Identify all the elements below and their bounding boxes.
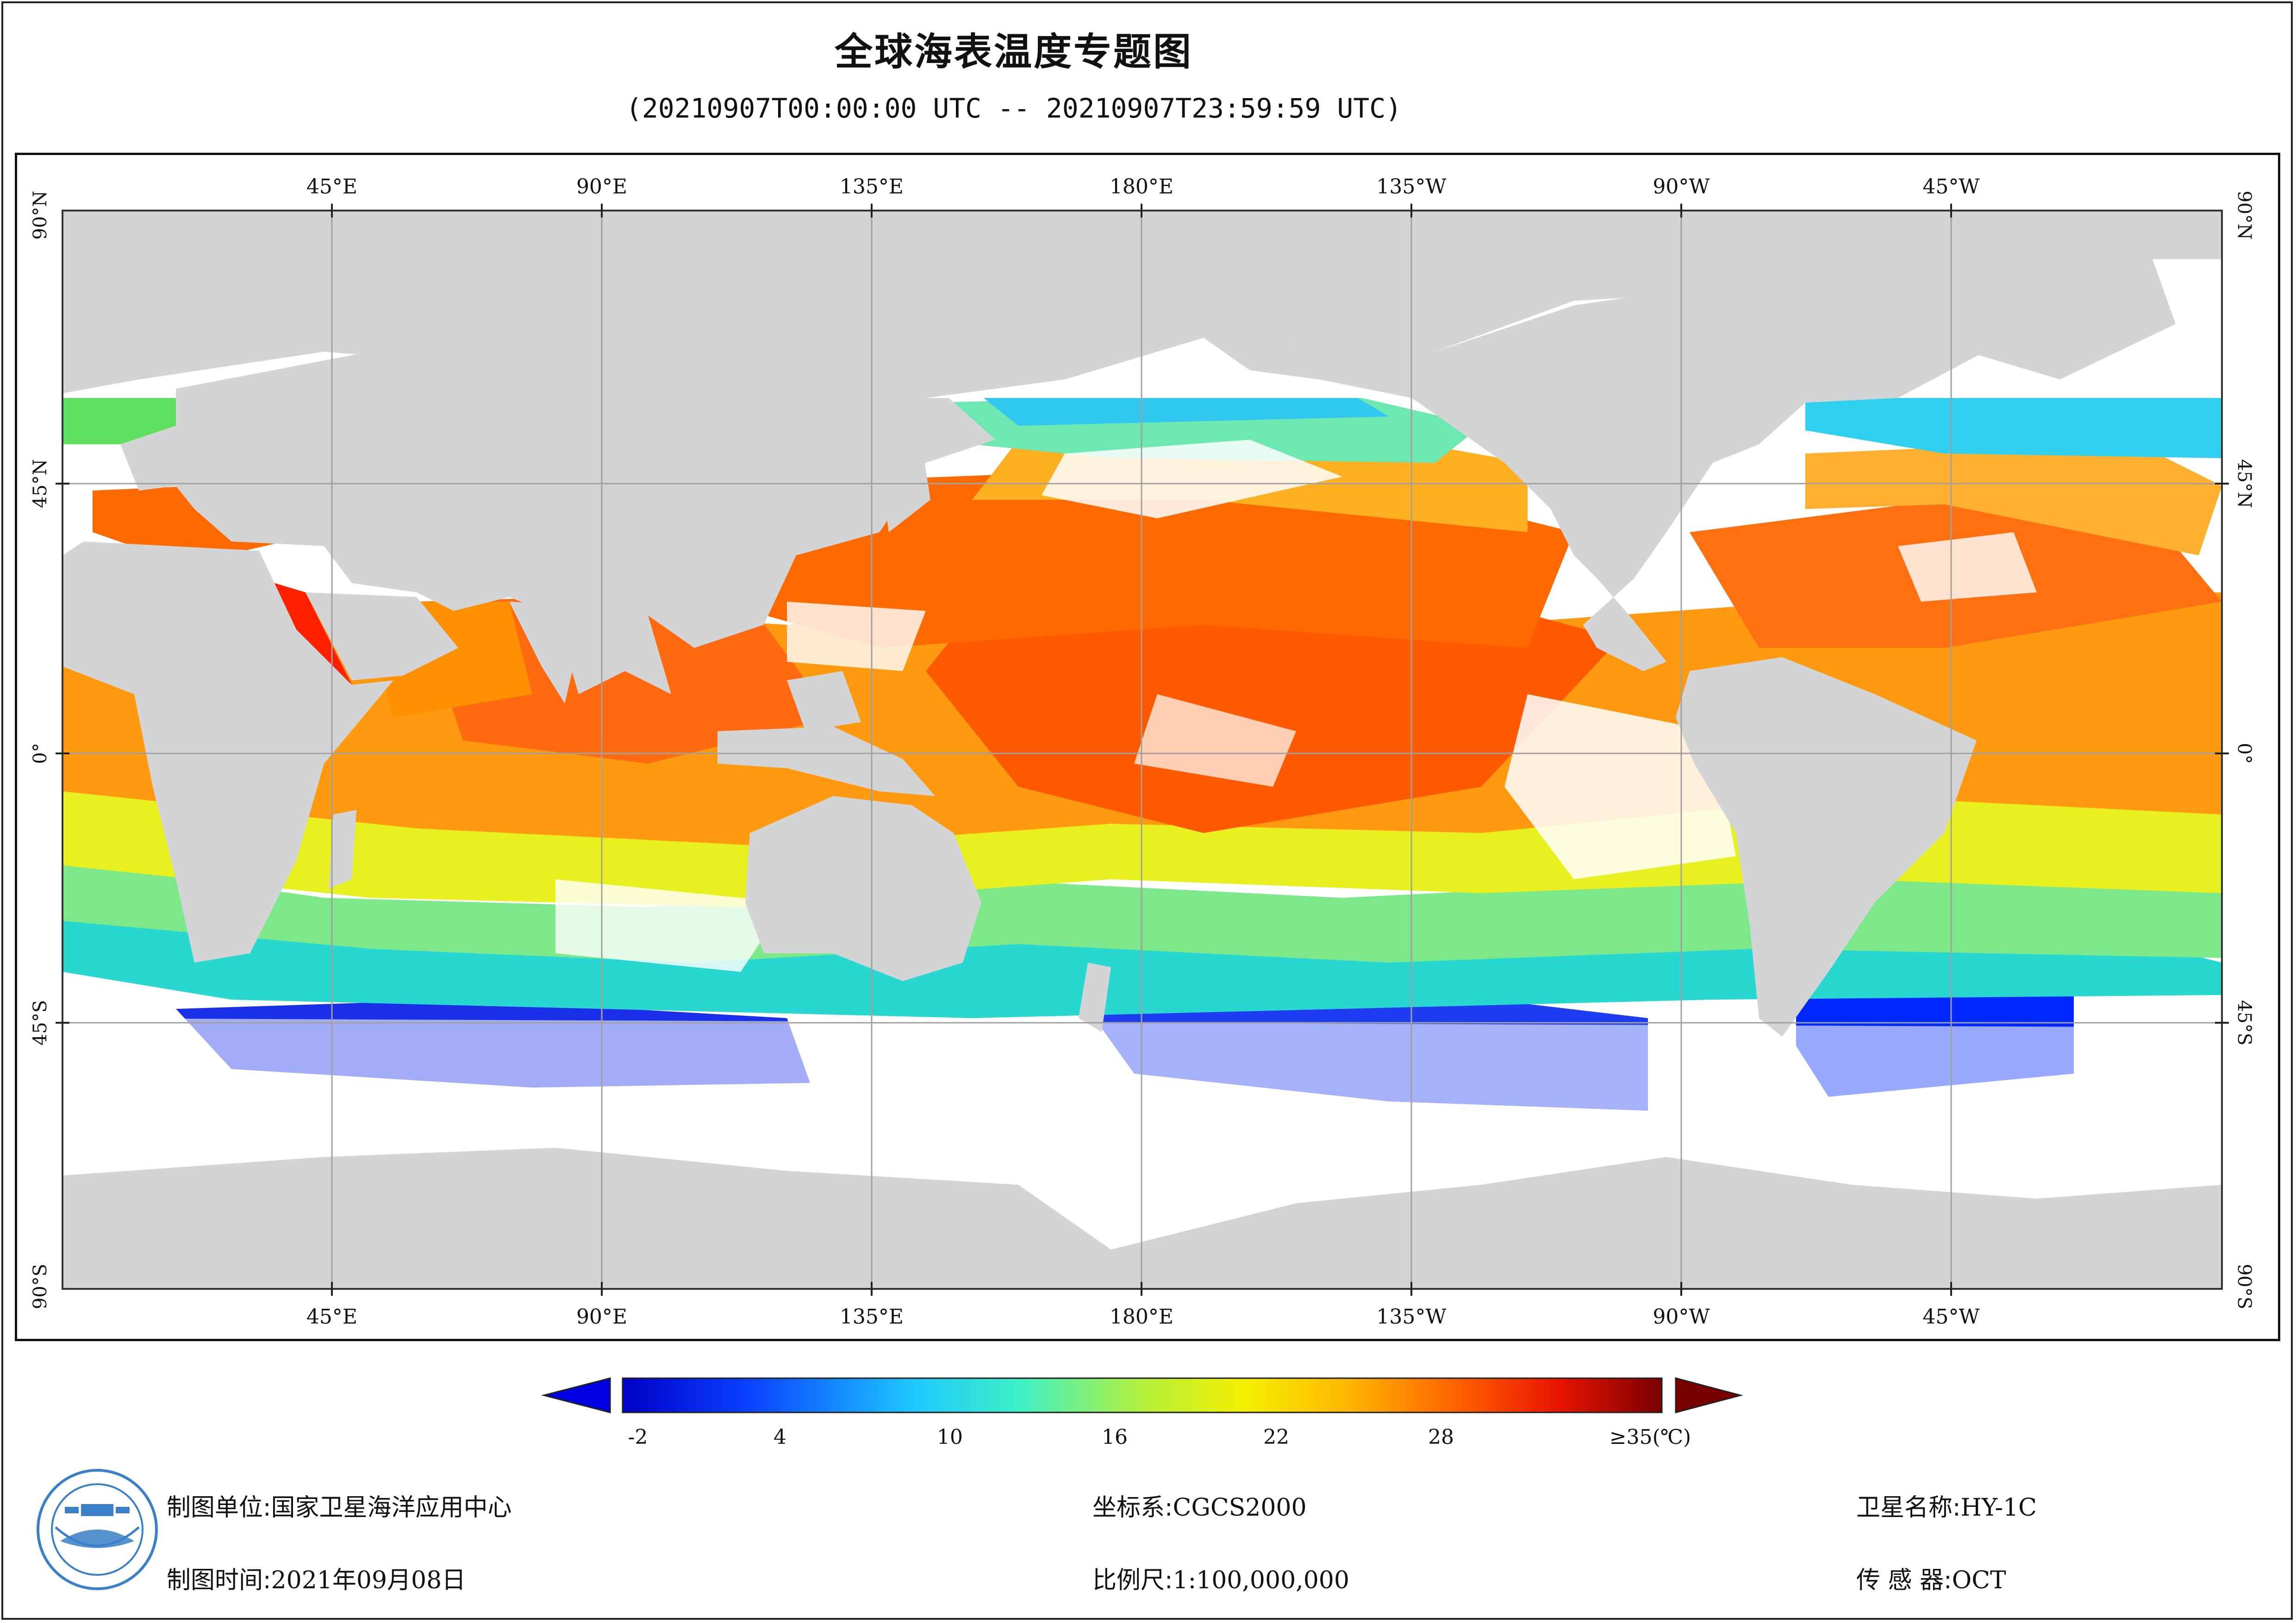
map-scale: 比例尺:1:100,000,000	[1092, 1561, 1349, 1595]
top-lon-label: 45°E	[306, 175, 357, 199]
mapping-unit-value: 国家卫星海洋应用中心	[271, 1494, 512, 1522]
colorbar-gradient	[622, 1377, 1663, 1413]
bottom-lon-label: 45°W	[1922, 1305, 1980, 1329]
top-lon-label: 90°W	[1653, 175, 1710, 199]
graticule	[62, 211, 2222, 1289]
colorbar	[541, 1377, 1743, 1413]
land-borneo	[787, 671, 861, 731]
top-lon-label: 45°W	[1922, 175, 1980, 199]
colorbar-tick-label: 16	[1102, 1425, 1128, 1449]
colorbar-tick-label: 22	[1263, 1425, 1289, 1449]
right-lat-label: 90°N	[2234, 191, 2255, 240]
left-lat-label: 45°N	[30, 459, 51, 508]
satellite-name-value: HY-1C	[1960, 1494, 2037, 1522]
right-lat-label: 0°	[2234, 743, 2255, 764]
coordinate-system-label: 坐标系:	[1092, 1494, 1173, 1522]
left-lat-label: 90°S	[30, 1264, 51, 1309]
sst-north-pacific-orange	[718, 472, 1574, 648]
coordinate-system-value: CGCS2000	[1173, 1494, 1307, 1522]
land-japan	[880, 440, 930, 532]
land-indonesia	[718, 727, 935, 796]
map-frame	[15, 153, 2280, 1341]
land-australia	[745, 796, 981, 981]
map-title: 全球海表温度专题图	[834, 30, 1193, 74]
bottom-lon-label: 90°W	[1653, 1305, 1710, 1329]
land-india	[509, 602, 588, 703]
satellite-name: 卫星名称:HY-1C	[1856, 1488, 2037, 1523]
land-arabia	[306, 592, 458, 680]
right-lat-label: 90°S	[2234, 1264, 2255, 1309]
sensor-name: 传 感 器:OCT	[1856, 1561, 2006, 1595]
map-subtitle: (20210907T00:00:00 UTC -- 20210907T23:59…	[625, 93, 1402, 124]
tick-marks	[56, 204, 2229, 1296]
land-new-zealand	[1079, 963, 1111, 1032]
colorbar-tick-label: 10	[937, 1425, 963, 1449]
land-greenland	[1921, 259, 2176, 379]
land-africa	[62, 541, 393, 963]
colorbar-tick-label: 28	[1428, 1425, 1454, 1449]
colorbar-tick-label: -2	[628, 1425, 648, 1449]
left-lat-label: 0°	[30, 743, 51, 764]
sensor-name-label: 传 感 器:	[1856, 1567, 1952, 1594]
top-lon-label: 135°E	[840, 175, 904, 199]
right-lat-label: 45°N	[2234, 459, 2255, 508]
satellite-name-label: 卫星名称:	[1856, 1494, 1961, 1522]
mapping-time: 制图时间:2021年09月08日	[167, 1561, 466, 1595]
mapping-unit-label: 制图单位:	[167, 1494, 271, 1522]
left-lat-label: 45°S	[30, 1000, 51, 1045]
mapping-time-value: 2021年09月08日	[271, 1567, 466, 1594]
top-lon-label: 135°W	[1376, 175, 1447, 199]
right-lat-label: 45°S	[2234, 1000, 2255, 1045]
colorbar-high-arrow	[1675, 1377, 1743, 1413]
bottom-lon-label: 135°E	[840, 1305, 904, 1329]
land-south-america	[1676, 657, 1977, 1037]
colorbar-tick-label: ≥35(℃)	[1610, 1425, 1691, 1449]
land-madagascar	[329, 810, 356, 889]
sensor-name-value: OCT	[1952, 1567, 2006, 1594]
bottom-lon-label: 135°W	[1376, 1305, 1447, 1329]
map-scale-label: 比例尺:	[1092, 1567, 1173, 1594]
top-lon-label: 90°E	[576, 175, 627, 199]
left-lat-label: 90°N	[30, 191, 51, 240]
coordinate-system: 坐标系:CGCS2000	[1092, 1488, 1307, 1523]
map-scale-value: 1:100,000,000	[1173, 1567, 1349, 1594]
sst-north-atlantic-cool	[1805, 393, 2222, 458]
sst-north-atlantic-yellow	[1805, 440, 2222, 555]
mapping-time-label: 制图时间:	[167, 1567, 271, 1594]
organization-logo	[37, 1469, 158, 1590]
bottom-lon-label: 180°E	[1110, 1305, 1173, 1329]
colorbar-low-arrow	[541, 1377, 611, 1413]
bottom-lon-label: 45°E	[306, 1305, 357, 1329]
colorbar-tick-label: 4	[774, 1425, 786, 1449]
bottom-lon-label: 90°E	[576, 1305, 627, 1329]
mapping-unit: 制图单位:国家卫星海洋应用中心	[167, 1488, 512, 1523]
land-eurasia	[120, 352, 995, 694]
top-lon-label: 180°E	[1110, 175, 1173, 199]
